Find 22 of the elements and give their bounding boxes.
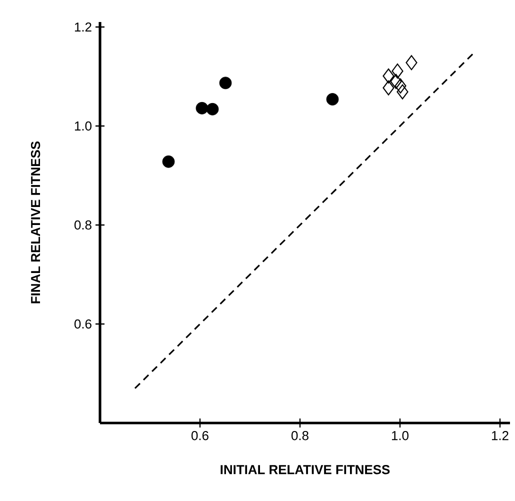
y-tick-label: 1.2 xyxy=(74,22,92,32)
point xyxy=(326,93,339,106)
x-tick-label: 1.2 xyxy=(492,431,508,440)
y-tick-label: 0.8 xyxy=(74,220,92,230)
x-tick-label: 1.0 xyxy=(392,431,408,440)
point xyxy=(396,84,408,100)
y-tick-label: 0.6 xyxy=(74,319,92,329)
x-tick-label: 0.8 xyxy=(291,431,308,440)
y-axis-title: FINAL RELATIVE FITNESS xyxy=(30,141,40,304)
point xyxy=(219,76,232,90)
x-tick-label: 0.6 xyxy=(191,431,208,440)
x-axis-title: INITIAL RELATIVE FITNESS xyxy=(220,465,390,474)
point xyxy=(162,155,175,168)
point xyxy=(394,78,406,94)
point xyxy=(382,68,394,84)
point xyxy=(392,64,404,79)
point xyxy=(382,80,394,96)
point xyxy=(206,102,219,116)
point xyxy=(390,74,402,90)
point xyxy=(406,55,418,70)
point xyxy=(196,102,208,114)
y-tick-label: 1.0 xyxy=(74,121,92,131)
